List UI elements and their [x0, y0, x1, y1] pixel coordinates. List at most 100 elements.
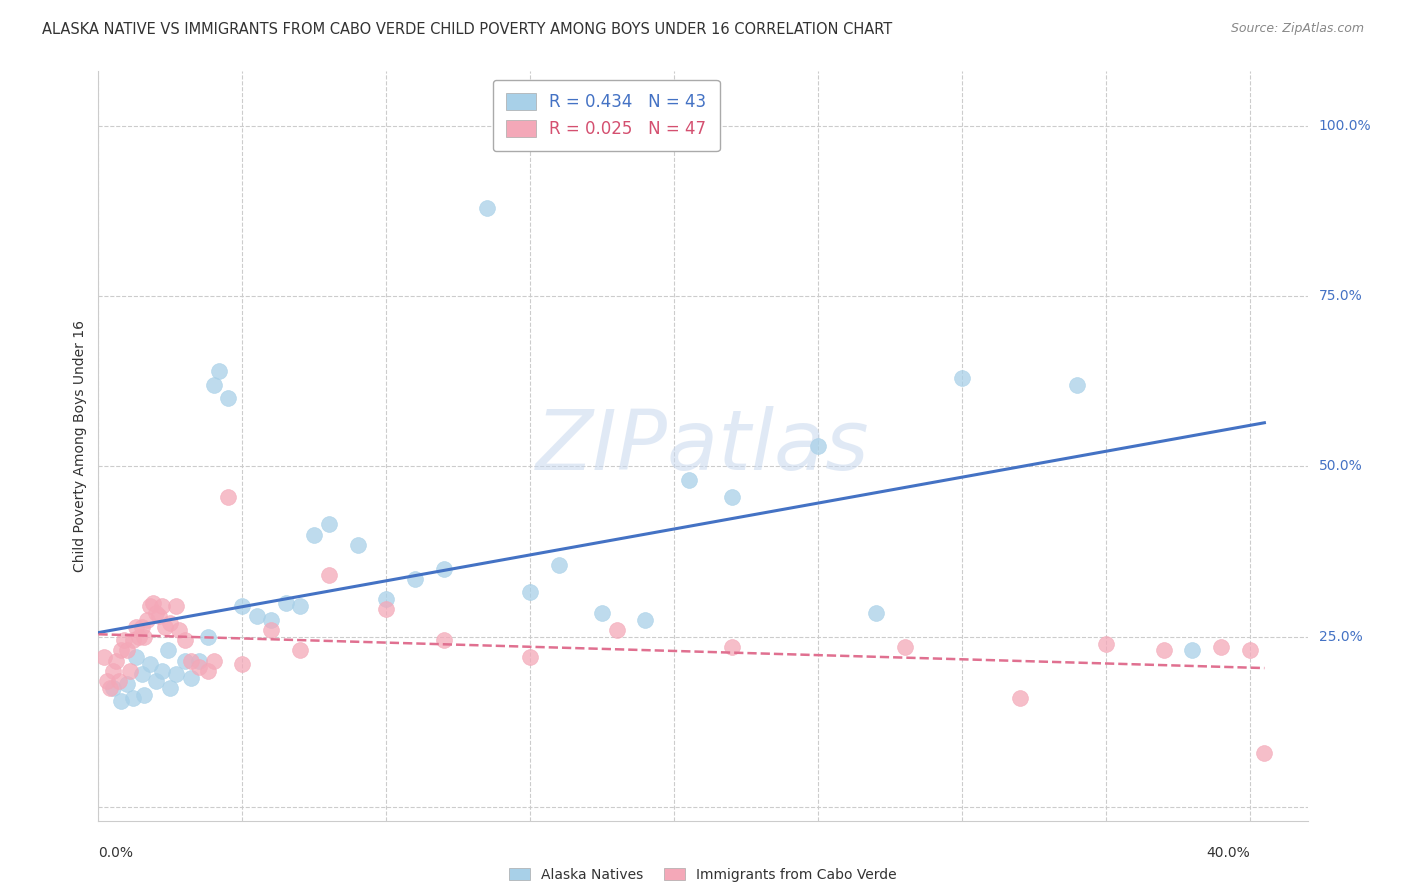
Point — [128, 630, 150, 644]
Point — [606, 623, 628, 637]
Point — [217, 490, 239, 504]
Point — [150, 599, 173, 613]
Point — [145, 606, 167, 620]
Point — [519, 585, 541, 599]
Point — [231, 657, 253, 671]
Point — [288, 599, 311, 613]
Point — [165, 599, 187, 613]
Legend: Alaska Natives, Immigrants from Cabo Verde: Alaska Natives, Immigrants from Cabo Ver… — [502, 861, 904, 888]
Point — [115, 643, 138, 657]
Point — [807, 439, 830, 453]
Point — [318, 568, 340, 582]
Point — [260, 623, 283, 637]
Point — [1239, 643, 1261, 657]
Point — [180, 654, 202, 668]
Point — [197, 630, 219, 644]
Point — [950, 371, 973, 385]
Text: 75.0%: 75.0% — [1319, 289, 1362, 303]
Point — [139, 657, 162, 671]
Point — [142, 596, 165, 610]
Point — [404, 572, 426, 586]
Point — [93, 650, 115, 665]
Point — [110, 694, 132, 708]
Point — [346, 538, 368, 552]
Text: 25.0%: 25.0% — [1319, 630, 1362, 644]
Point — [134, 630, 156, 644]
Point — [107, 673, 129, 688]
Point — [120, 664, 142, 678]
Point — [112, 633, 135, 648]
Point — [156, 643, 179, 657]
Point — [188, 654, 211, 668]
Point — [122, 633, 145, 648]
Point — [1253, 746, 1275, 760]
Point — [139, 599, 162, 613]
Point — [159, 616, 181, 631]
Point — [125, 619, 148, 633]
Point — [217, 392, 239, 406]
Point — [115, 677, 138, 691]
Point — [131, 619, 153, 633]
Point — [125, 650, 148, 665]
Point — [136, 613, 159, 627]
Text: Source: ZipAtlas.com: Source: ZipAtlas.com — [1230, 22, 1364, 36]
Point — [1095, 636, 1118, 650]
Point — [148, 609, 170, 624]
Point — [304, 527, 326, 541]
Point — [1008, 691, 1031, 706]
Point — [548, 558, 571, 573]
Point — [167, 623, 190, 637]
Point — [893, 640, 915, 654]
Point — [145, 673, 167, 688]
Point — [274, 596, 297, 610]
Point — [1211, 640, 1233, 654]
Point — [104, 654, 127, 668]
Point — [433, 561, 456, 575]
Point — [110, 643, 132, 657]
Point — [318, 517, 340, 532]
Point — [134, 688, 156, 702]
Point — [188, 660, 211, 674]
Point — [678, 473, 700, 487]
Text: ZIPatlas: ZIPatlas — [536, 406, 870, 486]
Point — [101, 664, 124, 678]
Text: 100.0%: 100.0% — [1319, 119, 1371, 133]
Point — [720, 490, 742, 504]
Point — [208, 364, 231, 378]
Point — [159, 681, 181, 695]
Y-axis label: Child Poverty Among Boys Under 16: Child Poverty Among Boys Under 16 — [73, 320, 87, 572]
Point — [1181, 643, 1204, 657]
Point — [433, 633, 456, 648]
Point — [1066, 377, 1088, 392]
Point — [246, 609, 269, 624]
Point — [131, 667, 153, 681]
Point — [197, 664, 219, 678]
Point — [1153, 643, 1175, 657]
Point — [101, 681, 124, 695]
Point — [122, 691, 145, 706]
Point — [591, 606, 613, 620]
Point — [180, 671, 202, 685]
Point — [865, 606, 887, 620]
Point — [150, 664, 173, 678]
Point — [288, 643, 311, 657]
Point — [519, 650, 541, 665]
Point — [173, 633, 195, 648]
Text: 0.0%: 0.0% — [98, 846, 134, 860]
Text: 40.0%: 40.0% — [1206, 846, 1250, 860]
Point — [634, 613, 657, 627]
Point — [153, 619, 176, 633]
Point — [165, 667, 187, 681]
Point — [96, 673, 118, 688]
Point — [720, 640, 742, 654]
Point — [98, 681, 121, 695]
Point — [375, 602, 398, 616]
Point — [375, 592, 398, 607]
Point — [231, 599, 253, 613]
Point — [260, 613, 283, 627]
Point — [202, 377, 225, 392]
Text: 50.0%: 50.0% — [1319, 459, 1362, 474]
Text: ALASKA NATIVE VS IMMIGRANTS FROM CABO VERDE CHILD POVERTY AMONG BOYS UNDER 16 CO: ALASKA NATIVE VS IMMIGRANTS FROM CABO VE… — [42, 22, 893, 37]
Point — [475, 201, 498, 215]
Point — [202, 654, 225, 668]
